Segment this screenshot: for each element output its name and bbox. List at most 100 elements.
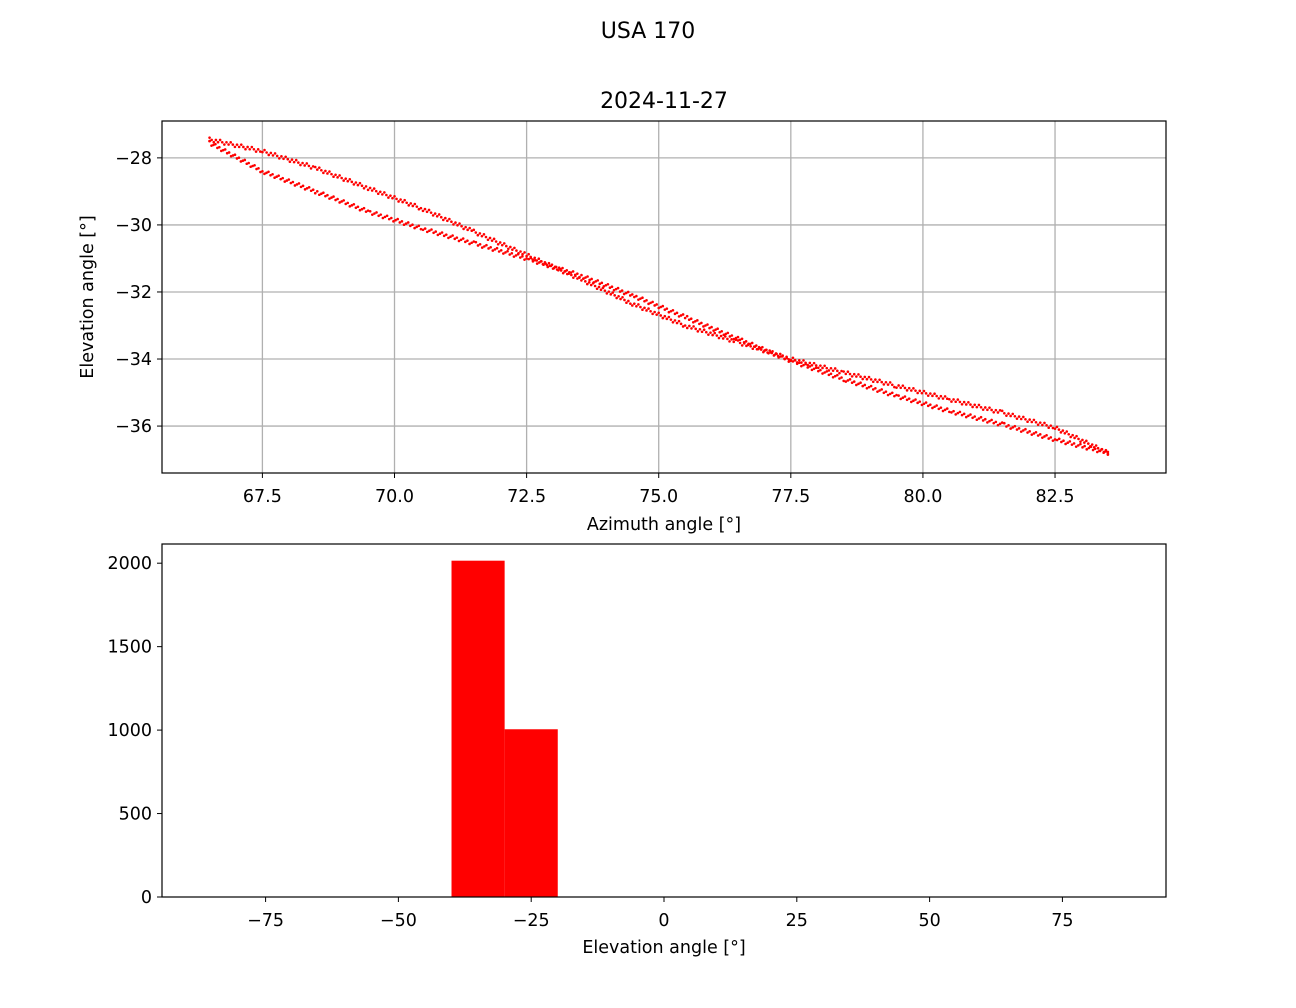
scatter-point — [500, 243, 504, 247]
scatter-point — [592, 281, 595, 284]
scatter-point — [218, 138, 222, 142]
scatter-point — [570, 273, 573, 277]
scatter-point — [425, 230, 429, 234]
scatter-point — [671, 320, 675, 324]
scatter-point — [846, 370, 850, 374]
scatter-point — [874, 378, 877, 381]
scatter-point — [1079, 442, 1082, 446]
scatter-point — [740, 337, 744, 341]
scatter-point — [284, 155, 287, 159]
scatter-point — [986, 421, 989, 424]
scatter-point — [622, 292, 626, 296]
scatter-point — [395, 197, 398, 201]
scatter-point — [673, 312, 677, 316]
scatter-point — [880, 380, 884, 384]
scatter-point — [903, 386, 907, 390]
scatter-point — [721, 337, 725, 340]
scatter-point — [969, 403, 972, 406]
scatter-point — [278, 157, 281, 160]
scatter-point — [956, 411, 960, 415]
scatter-point — [407, 204, 411, 207]
scatter-point — [513, 246, 516, 250]
scatter-point — [960, 402, 964, 406]
scatter-point — [360, 184, 364, 188]
scatter-point — [700, 330, 704, 334]
scatter-point — [630, 304, 634, 307]
scatter-point — [385, 214, 389, 218]
scatter-point — [381, 216, 385, 220]
scatter-point — [712, 329, 715, 332]
scatter-point — [649, 309, 652, 313]
scatter-point — [610, 285, 614, 288]
scatter-point — [546, 265, 550, 269]
scatter-point — [1079, 440, 1082, 443]
scatter-point — [893, 394, 896, 398]
scatter-point — [1057, 428, 1061, 431]
scatter-point — [1045, 424, 1048, 427]
scatter-point — [649, 301, 652, 305]
scatter-point — [252, 147, 256, 151]
scatter-point — [567, 272, 571, 275]
scatter-point — [1043, 421, 1046, 425]
scatter-point — [977, 403, 981, 407]
scatter-point — [1100, 448, 1103, 451]
scatter-point — [667, 315, 671, 319]
scatter-point — [457, 239, 461, 243]
scatter-point — [360, 207, 364, 211]
scatter-point — [752, 345, 756, 348]
scatter-point — [728, 335, 732, 338]
scatter-point — [466, 228, 469, 232]
scatter-point — [1032, 432, 1036, 435]
scatter-point — [330, 196, 333, 199]
scatter-point — [711, 333, 714, 337]
scatter-point — [402, 223, 406, 227]
scatter-point — [290, 158, 294, 161]
scatter-point — [307, 185, 311, 189]
scatter-point — [827, 373, 831, 377]
scatter-point — [368, 209, 372, 213]
scatter-point — [394, 218, 397, 222]
scatter-point — [1038, 421, 1042, 424]
scatter-point — [502, 242, 506, 245]
scatter-point — [600, 281, 604, 285]
scatter-point — [247, 161, 251, 165]
scatter-point — [833, 374, 837, 378]
scatter-point — [945, 407, 949, 410]
scatter-point — [706, 323, 709, 326]
scatter-point — [352, 183, 356, 186]
scatter-point — [514, 254, 518, 257]
scatter-point — [344, 202, 348, 206]
scatter-point — [620, 289, 624, 292]
scatter-point — [823, 371, 826, 374]
scatter-point — [525, 257, 528, 260]
scatter-point — [1034, 430, 1038, 434]
scatter-point — [651, 312, 654, 316]
scatter-point — [878, 389, 881, 392]
scatter-point — [850, 381, 854, 385]
scatter-point — [609, 293, 613, 296]
scatter-point — [916, 391, 919, 395]
scatter-point — [597, 285, 601, 289]
scatter-point — [383, 215, 387, 219]
scatter-point — [499, 249, 503, 252]
scatter-point — [840, 369, 843, 373]
scatter-point — [608, 286, 612, 290]
scatter-point — [823, 364, 826, 368]
scatter-point — [882, 391, 886, 395]
scatter-point — [888, 381, 892, 384]
scatter-point — [700, 321, 703, 325]
scatter-point — [1062, 439, 1065, 443]
scatter-point — [922, 402, 926, 406]
scatter-point — [1028, 418, 1031, 421]
scatter-point — [1061, 429, 1065, 432]
scatter-point — [738, 338, 742, 342]
scatter-point — [655, 313, 658, 316]
scatter-point — [625, 301, 628, 305]
scatter-point — [476, 244, 480, 247]
scatter-point — [464, 240, 467, 244]
scatter-point — [675, 311, 679, 315]
scatter-point — [645, 298, 648, 302]
scatter-point — [641, 296, 644, 300]
scatter-point — [825, 366, 829, 370]
scatter-point — [288, 160, 292, 163]
